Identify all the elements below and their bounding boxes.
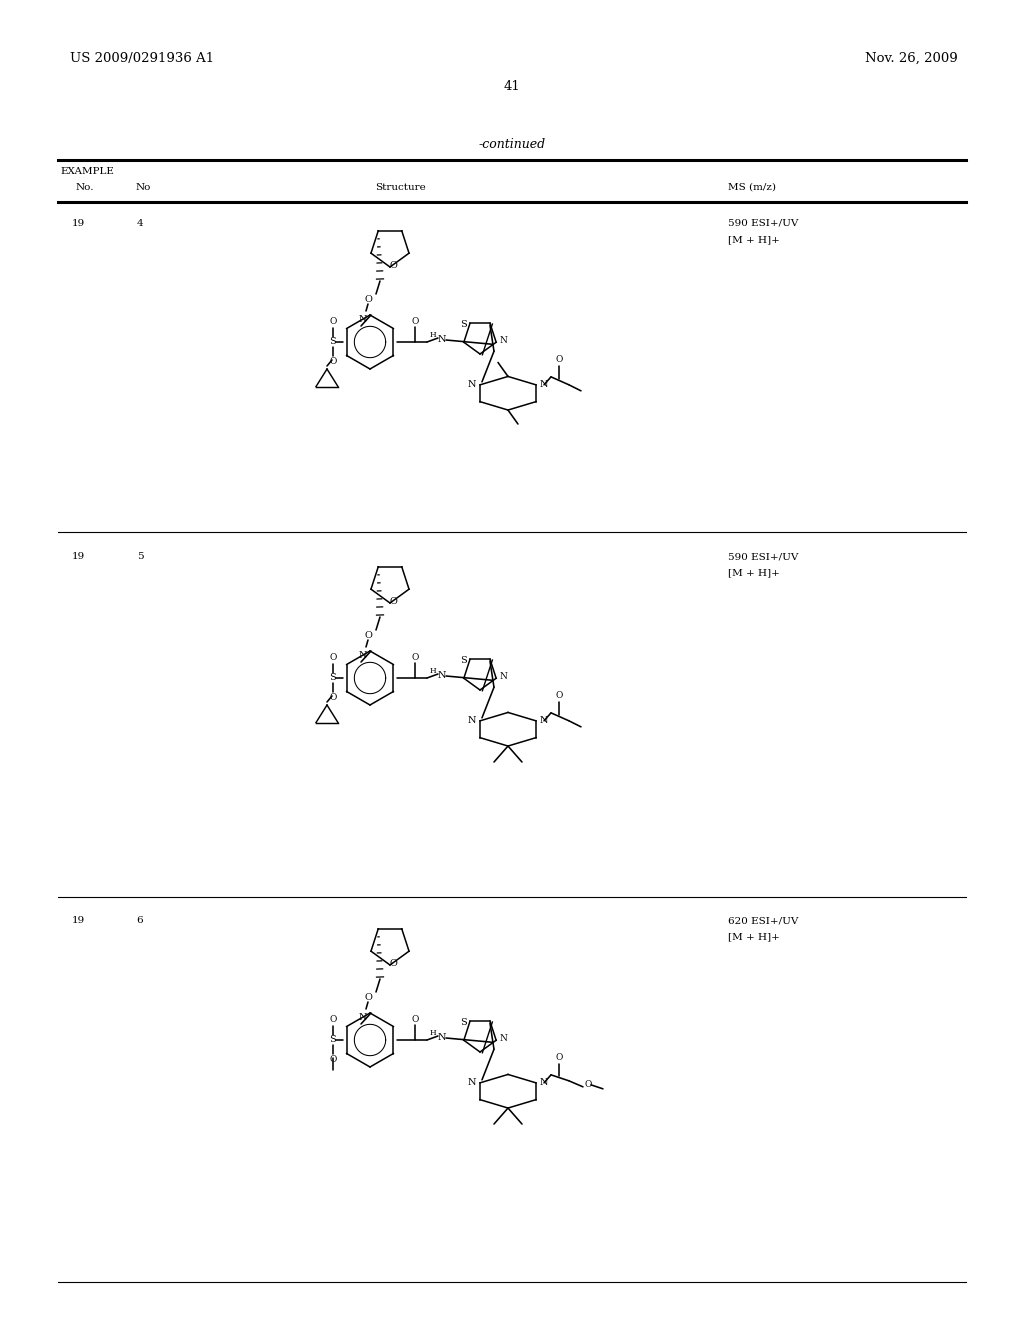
Text: 6: 6: [136, 916, 143, 925]
Text: S: S: [460, 319, 466, 329]
Text: N: N: [358, 314, 368, 323]
Text: No: No: [136, 183, 152, 191]
Text: O: O: [555, 1053, 562, 1063]
Text: 19: 19: [72, 219, 85, 228]
Text: O: O: [555, 355, 562, 364]
Text: H: H: [430, 1030, 436, 1038]
Text: Structure: Structure: [375, 183, 425, 191]
Text: S: S: [330, 673, 336, 682]
Text: S: S: [460, 656, 466, 665]
Text: [M + H]+: [M + H]+: [728, 932, 780, 941]
Text: N: N: [500, 1034, 507, 1043]
Text: N: N: [358, 651, 368, 660]
Text: [M + H]+: [M + H]+: [728, 235, 780, 244]
Text: N: N: [540, 1078, 548, 1088]
Text: H: H: [430, 667, 436, 675]
Text: H: H: [430, 331, 436, 339]
Text: N: N: [358, 1012, 368, 1022]
Text: [M + H]+: [M + H]+: [728, 568, 780, 577]
Text: O: O: [585, 1080, 592, 1089]
Text: US 2009/0291936 A1: US 2009/0291936 A1: [70, 51, 214, 65]
Text: O: O: [330, 693, 337, 702]
Text: 5: 5: [136, 552, 143, 561]
Text: O: O: [330, 1015, 337, 1024]
Text: 620 ESI+/UV: 620 ESI+/UV: [728, 916, 799, 925]
Text: 4: 4: [136, 219, 143, 228]
Text: 590 ESI+/UV: 590 ESI+/UV: [728, 552, 799, 561]
Text: EXAMPLE: EXAMPLE: [60, 168, 114, 176]
Text: N: N: [437, 671, 446, 680]
Text: O: O: [389, 261, 397, 271]
Text: O: O: [412, 652, 419, 661]
Text: N: N: [500, 672, 507, 681]
Text: N: N: [437, 334, 446, 343]
Text: O: O: [365, 631, 372, 639]
Text: S: S: [330, 1035, 336, 1044]
Text: O: O: [365, 294, 372, 304]
Text: S: S: [460, 1018, 466, 1027]
Text: O: O: [330, 653, 337, 663]
Text: Nov. 26, 2009: Nov. 26, 2009: [865, 51, 958, 65]
Text: 41: 41: [504, 81, 520, 92]
Text: O: O: [555, 692, 562, 701]
Text: O: O: [389, 960, 397, 969]
Text: MS (m/z): MS (m/z): [728, 183, 776, 191]
Text: N: N: [540, 717, 548, 726]
Text: N: N: [468, 1078, 476, 1088]
Text: O: O: [412, 1015, 419, 1023]
Text: No.: No.: [76, 183, 94, 191]
Text: O: O: [330, 358, 337, 367]
Text: O: O: [412, 317, 419, 326]
Text: O: O: [330, 1056, 337, 1064]
Text: N: N: [540, 380, 548, 389]
Text: O: O: [389, 598, 397, 606]
Text: N: N: [468, 380, 476, 389]
Text: 590 ESI+/UV: 590 ESI+/UV: [728, 219, 799, 228]
Text: 19: 19: [72, 552, 85, 561]
Text: -continued: -continued: [478, 139, 546, 150]
Text: O: O: [330, 318, 337, 326]
Text: N: N: [500, 335, 507, 345]
Text: 19: 19: [72, 916, 85, 925]
Text: S: S: [330, 338, 336, 346]
Text: N: N: [468, 717, 476, 726]
Text: N: N: [437, 1032, 446, 1041]
Text: O: O: [365, 993, 372, 1002]
